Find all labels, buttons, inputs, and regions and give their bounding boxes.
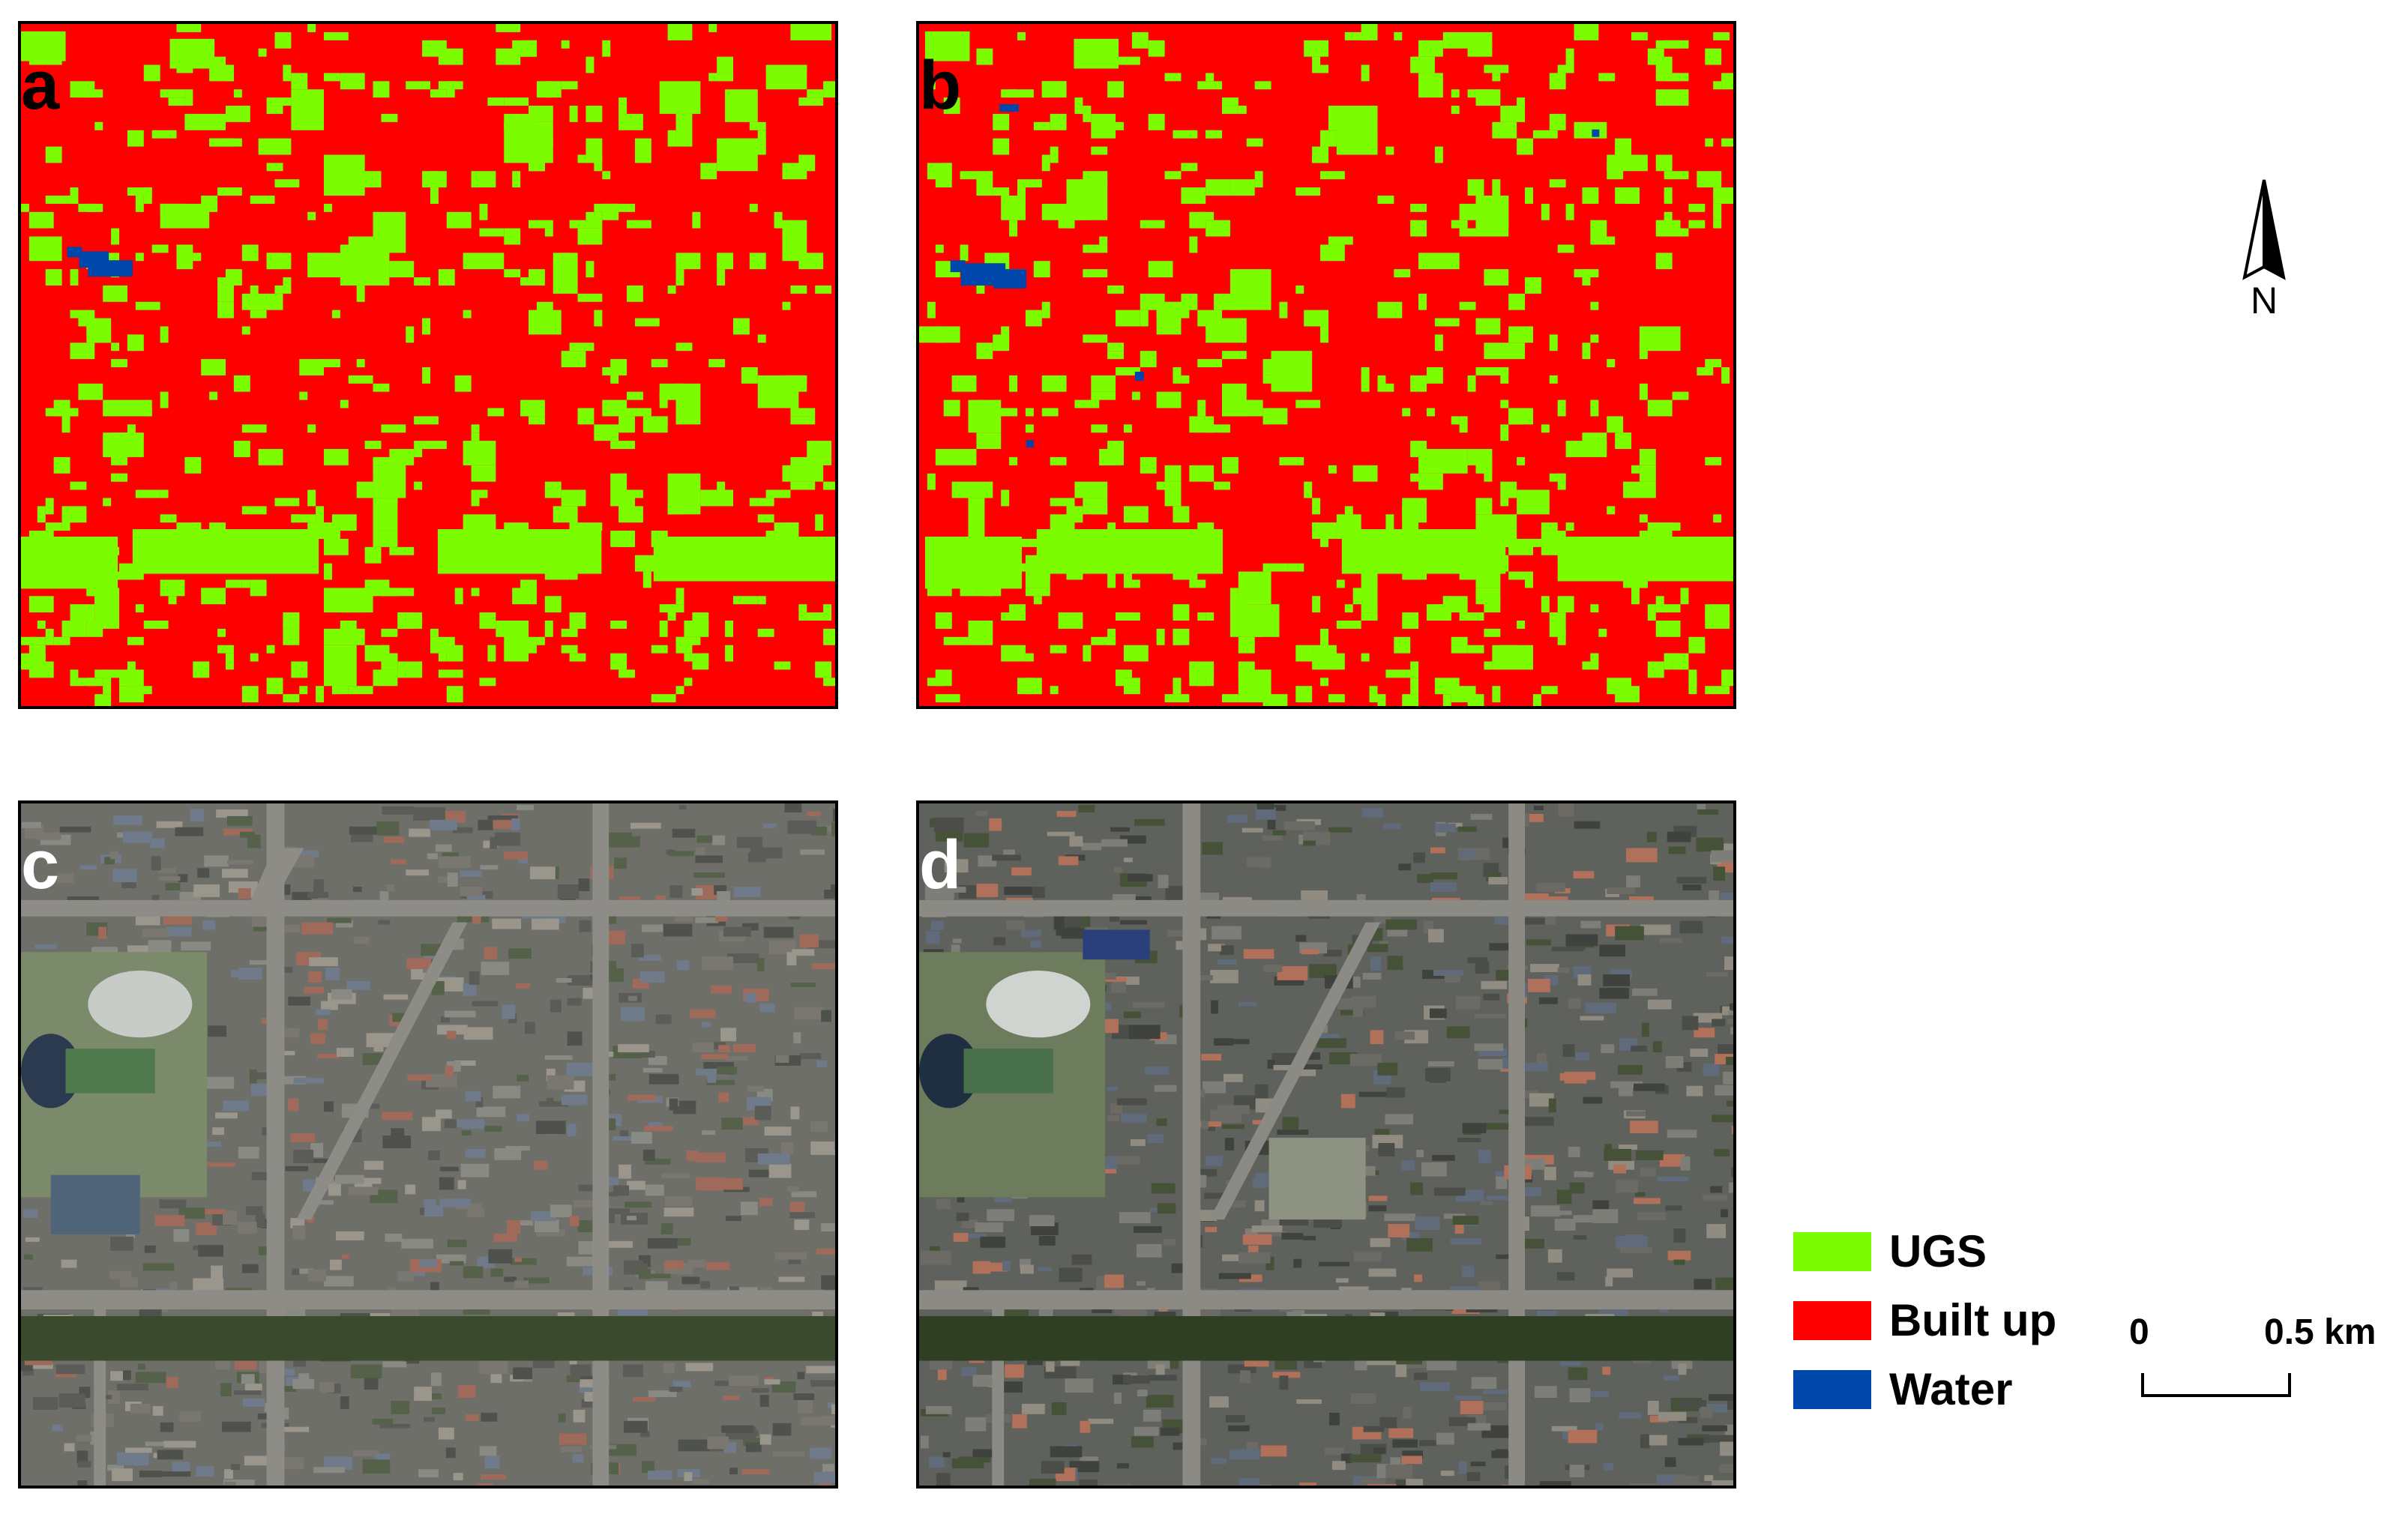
legend-item-built-up: Built up [1793,1298,2093,1343]
panel-label-c: c [21,827,60,903]
satellite-imagery-c [21,803,835,1486]
scale-label-end: 0.5 km [2264,1312,2377,1352]
map-legend: UGS Built up Water [1793,1222,2093,1432]
green-belt [21,1315,835,1361]
legend-swatch-built-up [1793,1301,1871,1340]
classification-raster-a [21,24,835,706]
water-patches [950,104,1600,448]
scale-label-start: 0 [2129,1312,2149,1352]
satellite-image-c: c [18,800,838,1489]
legend-label-built-up: Built up [1889,1295,2057,1345]
legend-label-water: Water [1889,1364,2013,1414]
roads [21,803,835,1486]
legend-swatch-ugs [1793,1232,1871,1271]
north-arrow-icon [2212,172,2317,322]
panel-label-b: b [919,47,962,124]
classification-map-b: b [916,21,1736,709]
legend-label-ugs: UGS [1889,1226,1987,1276]
panel-label-d: d [919,827,962,903]
satellite-imagery-d [919,803,1733,1486]
legend-swatch-water [1793,1370,1871,1409]
stadium-complex [21,952,208,1234]
stadium-complex [919,929,1366,1220]
classification-map-a: a [18,21,838,709]
legend-item-ugs: UGS [1793,1229,2093,1274]
green-belt [919,1315,1733,1361]
legend-item-water: Water [1793,1367,2093,1412]
water-patches [67,247,133,277]
ugs-patches [919,24,1733,706]
roads [919,803,1733,1486]
panel-label-a: a [21,47,60,124]
satellite-image-d: d [916,800,1736,1489]
classification-raster-b [919,24,1733,706]
north-label: N [2250,280,2278,322]
scale-bar-line [2141,1373,2291,1397]
scale-bar: 0 0.5 km [2129,1312,2399,1417]
ugs-patches [21,24,835,706]
